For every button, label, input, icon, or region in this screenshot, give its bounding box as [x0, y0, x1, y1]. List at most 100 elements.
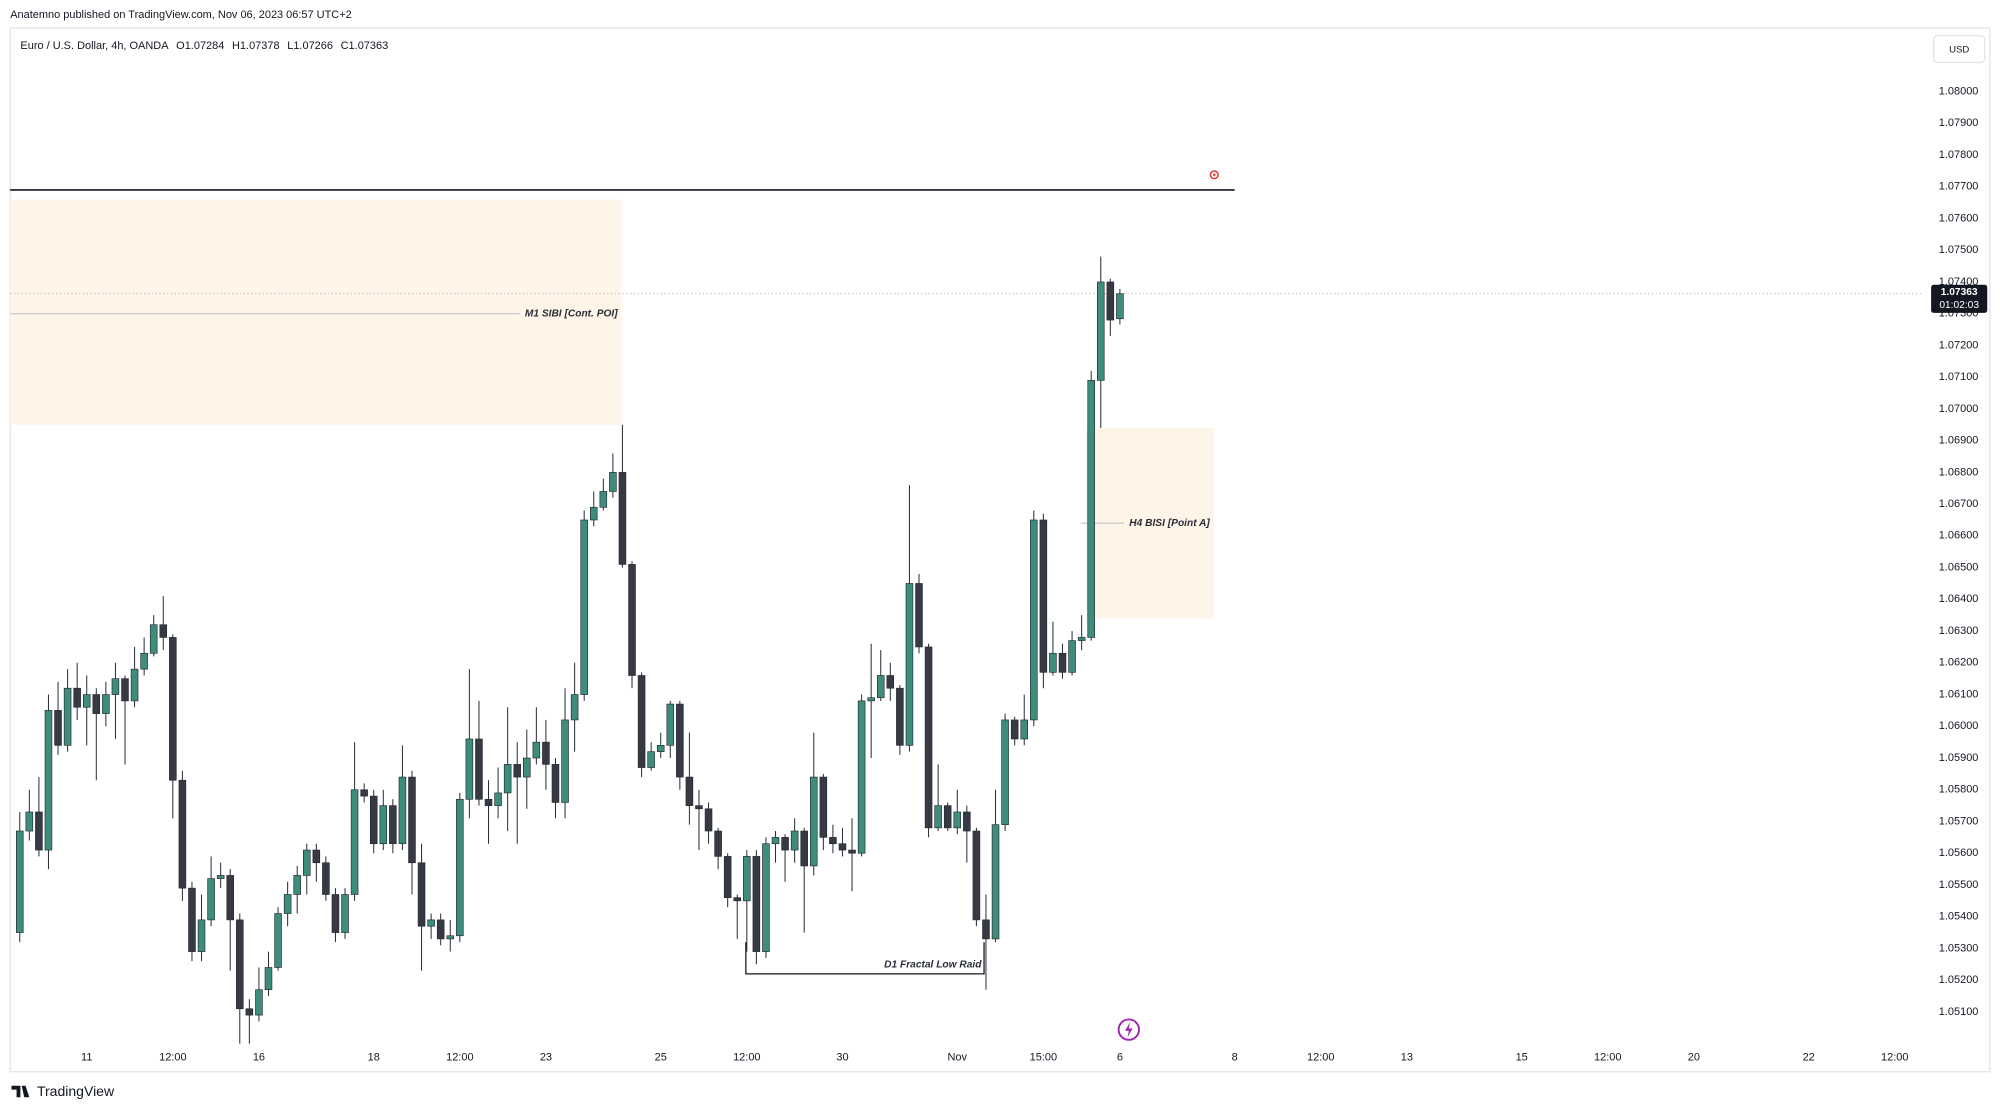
bracket-label: D1 Fractal Low Raid — [884, 960, 982, 971]
currency-label[interactable]: USD — [1949, 44, 1969, 55]
candle-body — [523, 757, 531, 778]
y-tick-label: 1.06500 — [1939, 561, 1979, 573]
candle-body — [752, 856, 761, 952]
y-tick-label: 1.07100 — [1939, 371, 1979, 383]
candle-body — [73, 687, 81, 708]
candle-body — [743, 856, 751, 902]
candle-body — [934, 805, 942, 829]
y-tick-label: 1.07600 — [1939, 212, 1979, 224]
footer-logo: TradingView — [11, 1083, 115, 1099]
candle-body — [666, 703, 675, 746]
candle-body — [398, 776, 407, 845]
y-tick-label: 1.05900 — [1939, 752, 1979, 764]
y-tick-label: 1.07200 — [1939, 339, 1979, 351]
candle-body — [599, 491, 608, 508]
candle-body — [283, 894, 292, 914]
candle-body — [513, 764, 521, 778]
x-tick-label: 12:00 — [1307, 1052, 1334, 1064]
y-tick-label: 1.07500 — [1939, 244, 1979, 256]
x-tick-label: 25 — [655, 1052, 667, 1064]
candle-body — [876, 675, 885, 699]
candle-body — [781, 837, 789, 851]
candle-body — [25, 811, 34, 832]
y-tick-label: 1.08000 — [1939, 85, 1979, 97]
zone-box — [10, 199, 622, 425]
y-tick-label: 1.05700 — [1939, 815, 1979, 827]
legend-high: H1.07378 — [232, 40, 280, 52]
x-tick-label: 30 — [836, 1052, 848, 1064]
candle-body — [322, 862, 330, 895]
candle-body — [905, 583, 914, 746]
x-tick-label: 20 — [1688, 1052, 1700, 1064]
candle-body — [762, 843, 770, 952]
event-icon[interactable] — [1117, 1018, 1140, 1041]
candle-body — [695, 805, 703, 810]
candle-body — [475, 738, 483, 800]
y-tick-label: 1.06000 — [1939, 720, 1979, 732]
x-tick-label: 12:00 — [446, 1052, 473, 1064]
candle-body — [369, 795, 378, 845]
event-bolt[interactable] — [1125, 1021, 1133, 1038]
candle-body — [838, 843, 847, 851]
candle-body — [312, 849, 321, 864]
candle-body — [1116, 293, 1124, 320]
candle-body — [714, 830, 722, 857]
y-tick-label: 1.06700 — [1939, 498, 1979, 510]
fractal-bracket — [745, 942, 985, 975]
candle-body — [35, 811, 43, 851]
candle-body — [149, 624, 158, 654]
candle-body — [972, 830, 981, 921]
candle-body — [216, 875, 225, 879]
candle-body — [427, 919, 435, 927]
currency-button[interactable] — [1933, 35, 1986, 64]
candle-body — [1039, 519, 1048, 673]
y-tick-label: 1.05800 — [1939, 784, 1979, 796]
x-tick-label: 23 — [540, 1052, 552, 1064]
candle-body — [178, 779, 187, 889]
candle-body — [800, 830, 808, 867]
candle-body — [647, 751, 655, 768]
publish-info: Anatemno published on TradingView.com, N… — [10, 9, 352, 21]
candle-body — [207, 878, 215, 921]
x-tick-label: 22 — [1803, 1052, 1815, 1064]
candle-body — [982, 919, 990, 940]
candle-body — [302, 849, 311, 876]
candle-body — [255, 989, 263, 1016]
x-tick-label: 12:00 — [733, 1052, 760, 1064]
candle-body — [494, 792, 502, 806]
candle-body — [1087, 380, 1095, 638]
candle-body — [924, 646, 933, 829]
candle-body — [723, 856, 732, 898]
candle-body — [551, 764, 560, 803]
candle-body — [1049, 652, 1057, 673]
candle-body — [245, 1008, 254, 1016]
candle-body — [580, 519, 588, 695]
candle-body — [963, 811, 971, 832]
candle-body — [331, 894, 340, 933]
price-tag-value: 1.07363 — [1941, 287, 1978, 298]
candle-body — [829, 837, 837, 845]
x-tick-label: 11 — [81, 1052, 92, 1064]
y-tick-label: 1.06800 — [1939, 466, 1979, 478]
candle-body — [896, 687, 904, 746]
candle-body — [389, 805, 397, 845]
candle-body — [685, 776, 694, 806]
y-tick-label: 1.06200 — [1939, 657, 1979, 669]
y-tick-label: 1.05400 — [1939, 911, 1979, 923]
zone-label: M1 SIBI [Cont. POI] — [525, 308, 618, 319]
candle-body — [188, 887, 196, 952]
candle-body — [542, 741, 550, 765]
candle-body — [1030, 519, 1038, 721]
x-tick-label: 13 — [1401, 1052, 1413, 1064]
candle-body — [618, 472, 627, 565]
y-tick-label: 1.06300 — [1939, 625, 1979, 637]
candle-body — [609, 472, 617, 492]
candle-body — [790, 830, 799, 851]
candle-body — [293, 875, 301, 895]
y-tick-label: 1.07000 — [1939, 403, 1979, 415]
candle-body — [360, 789, 368, 797]
candle-body — [1106, 281, 1115, 321]
